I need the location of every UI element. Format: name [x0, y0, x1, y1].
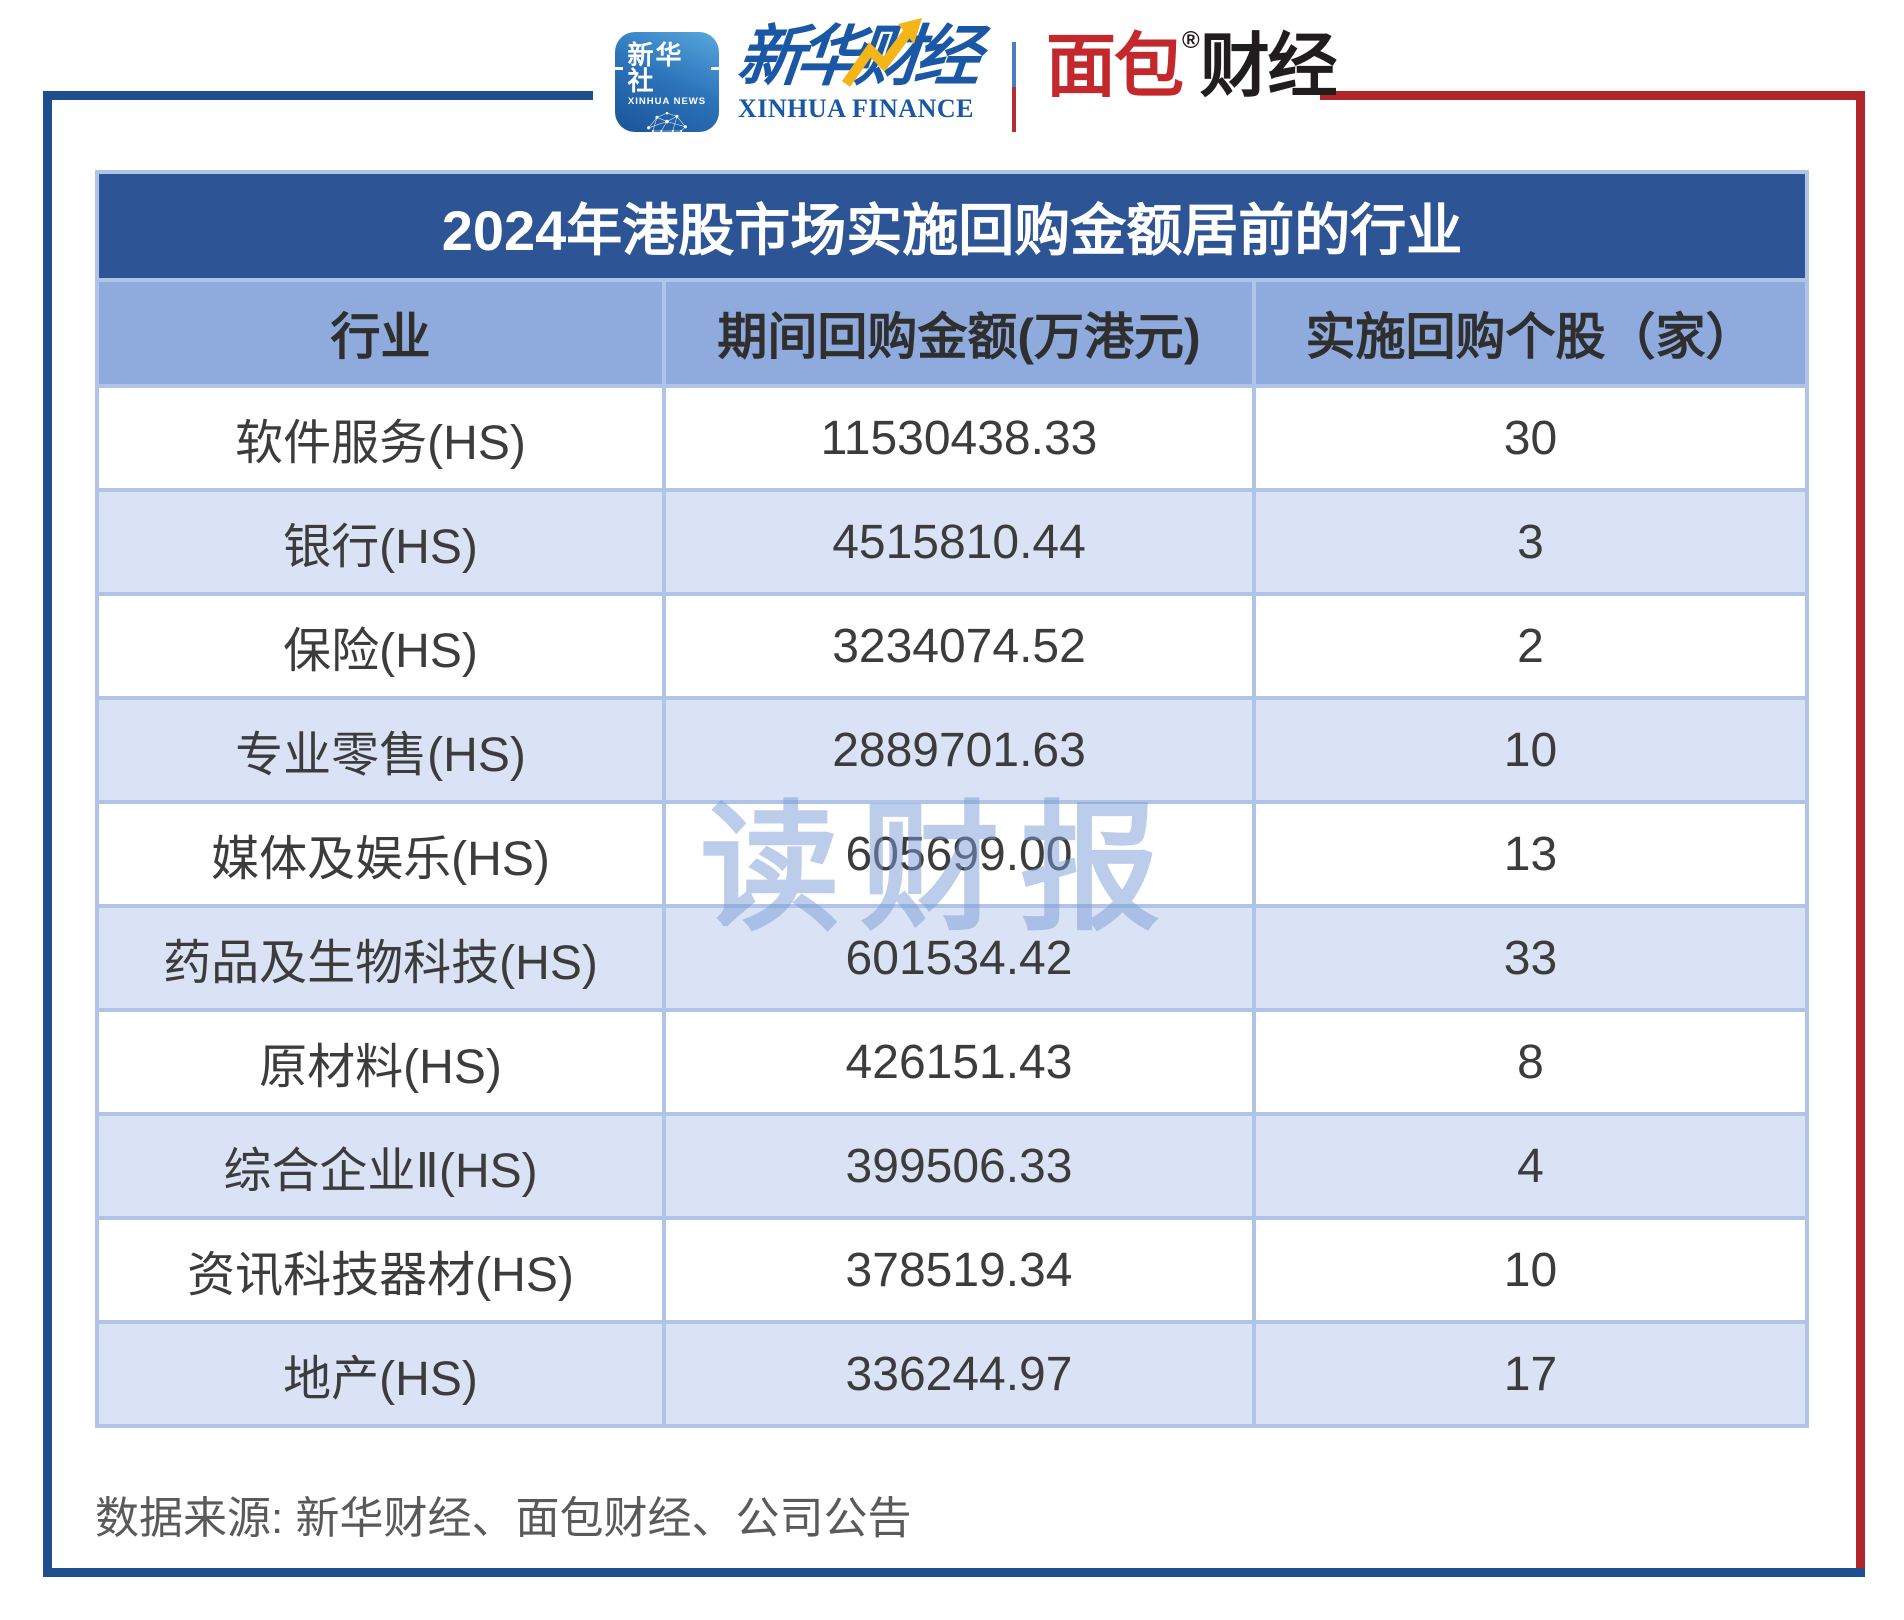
buyback-industry-table: 2024年港股市场实施回购金额居前的行业 行业 期间回购金额(万港元) 实施回购… [95, 170, 1809, 1428]
registered-mark: ® [1182, 27, 1200, 54]
frame-border-top-red [1320, 91, 1865, 100]
column-header-amount: 期间回购金额(万港元) [666, 282, 1252, 384]
table-row: 药品及生物科技(HS) 601534.42 33 [99, 908, 1805, 1008]
mianbao-red-label: 面包 [1046, 27, 1184, 105]
count-cell: 4 [1256, 1116, 1805, 1216]
amount-cell: 4515810.44 [666, 492, 1252, 592]
table-row: 资讯科技器材(HS) 378519.34 10 [99, 1220, 1805, 1320]
count-cell: 8 [1256, 1012, 1805, 1112]
mianbao-finance-logo: 面包®财经 [1046, 27, 1338, 105]
table-row: 软件服务(HS) 11530438.33 30 [99, 388, 1805, 488]
frame-border-bottom [43, 1568, 1865, 1577]
frame-border-left [43, 91, 52, 1577]
count-cell: 13 [1256, 804, 1805, 904]
mianbao-dark-label: 财经 [1199, 27, 1338, 105]
count-cell: 17 [1256, 1324, 1805, 1424]
table-row: 专业零售(HS) 2889701.63 10 [99, 700, 1805, 800]
industry-cell: 药品及生物科技(HS) [99, 908, 662, 1008]
xinhua-news-app-icon: 新华社 XINHUA NEWS [615, 32, 719, 132]
count-cell: 10 [1256, 700, 1805, 800]
industry-cell: 地产(HS) [99, 1324, 662, 1424]
column-header-count: 实施回购个股（家） [1256, 282, 1805, 384]
xinhua-finance-logo: 新华财经 XINHUA FINANCE [734, 18, 988, 124]
count-cell: 3 [1256, 492, 1805, 592]
table-title: 2024年港股市场实施回购金额居前的行业 [99, 174, 1805, 278]
amount-cell: 601534.42 [666, 908, 1252, 1008]
count-cell: 33 [1256, 908, 1805, 1008]
count-cell: 10 [1256, 1220, 1805, 1320]
amount-cell: 378519.34 [666, 1220, 1252, 1320]
industry-cell: 综合企业Ⅱ(HS) [99, 1116, 662, 1216]
table-row: 原材料(HS) 426151.43 8 [99, 1012, 1805, 1112]
table-row: 保险(HS) 3234074.52 2 [99, 596, 1805, 696]
xinhua-news-en-label: XINHUA NEWS [627, 96, 707, 107]
amount-cell: 2889701.63 [666, 700, 1252, 800]
table-row: 银行(HS) 4515810.44 3 [99, 492, 1805, 592]
xinhua-news-cn-label: 新华社 [615, 42, 719, 94]
amount-cell: 11530438.33 [666, 388, 1252, 488]
count-cell: 30 [1256, 388, 1805, 488]
amount-cell: 399506.33 [666, 1116, 1252, 1216]
amount-cell: 336244.97 [666, 1324, 1252, 1424]
amount-cell: 426151.43 [666, 1012, 1252, 1112]
watermark-text: 读财报 [700, 790, 1181, 947]
industry-cell: 专业零售(HS) [99, 700, 662, 800]
xinhua-finance-cn-label: 新华财经 [734, 19, 978, 93]
data-source-note: 数据来源: 新华财经、面包财经、公司公告 [95, 1494, 912, 1543]
table-row: 地产(HS) 336244.97 17 [99, 1324, 1805, 1424]
logo-separator-line [1012, 42, 1016, 132]
xinhua-finance-en-label: XINHUA FINANCE [738, 94, 974, 124]
industry-cell: 软件服务(HS) [99, 388, 662, 488]
industry-cell: 银行(HS) [99, 492, 662, 592]
table-row: 媒体及娱乐(HS) 605699.00 13 [99, 804, 1805, 904]
industry-cell: 保险(HS) [99, 596, 662, 696]
count-cell: 2 [1256, 596, 1805, 696]
industry-cell: 原材料(HS) [99, 1012, 662, 1112]
industry-cell: 媒体及娱乐(HS) [99, 804, 662, 904]
table-header-row: 行业 期间回购金额(万港元) 实施回购个股（家） [99, 282, 1805, 384]
frame-border-right [1856, 91, 1865, 1577]
frame-border-top-blue [43, 91, 593, 100]
column-header-industry: 行业 [99, 282, 662, 384]
amount-cell: 605699.00 [666, 804, 1252, 904]
industry-cell: 资讯科技器材(HS) [99, 1220, 662, 1320]
network-constellation-icon [647, 111, 687, 132]
amount-cell: 3234074.52 [666, 596, 1252, 696]
table-row: 综合企业Ⅱ(HS) 399506.33 4 [99, 1116, 1805, 1216]
